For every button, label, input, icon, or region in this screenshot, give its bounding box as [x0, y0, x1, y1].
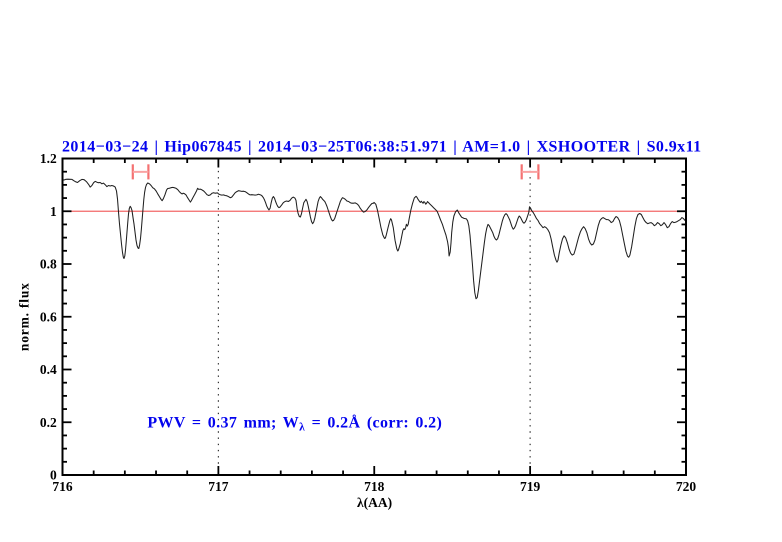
svg-text:PWV = 0.37 mm; Wλ = 0.2Å (corr: PWV = 0.37 mm; Wλ = 0.2Å (corr: 0.2) — [147, 414, 442, 434]
svg-text:norm. flux: norm. flux — [17, 282, 32, 351]
svg-text:1: 1 — [50, 204, 57, 219]
svg-text:718: 718 — [364, 479, 385, 494]
svg-text:0.6: 0.6 — [40, 309, 57, 324]
svg-text:λ(AA): λ(AA) — [357, 495, 392, 510]
svg-text:1.2: 1.2 — [40, 151, 57, 166]
svg-text:716: 716 — [52, 479, 73, 494]
svg-text:0.4: 0.4 — [40, 362, 57, 377]
svg-text:719: 719 — [520, 479, 541, 494]
svg-text:720: 720 — [676, 479, 697, 494]
svg-text:717: 717 — [208, 479, 229, 494]
svg-text:0.2: 0.2 — [40, 415, 57, 430]
svg-text:2014−03−24 | Hip067845 | 2014−: 2014−03−24 | Hip067845 | 2014−03−25T06:3… — [62, 138, 702, 155]
svg-text:0.8: 0.8 — [40, 257, 57, 272]
svg-text:0: 0 — [50, 468, 57, 483]
